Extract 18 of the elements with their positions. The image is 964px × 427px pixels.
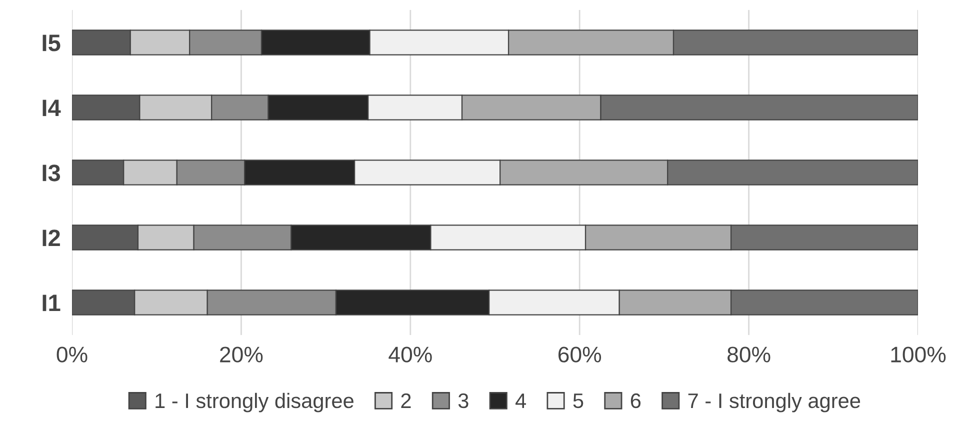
y-tick-label: I4 [42,100,61,116]
x-tick-label: 60% [558,346,602,362]
legend-label: 1 - I strongly disagree [156,392,354,412]
legend-label: 7 - I strongly agree [688,392,860,412]
legend-label: 3 [458,393,468,408]
y-tick-label: I1 [42,294,60,312]
x-tick-label: 20% [220,346,263,362]
y-tick-label: I5 [42,34,60,52]
legend-label: 4 [516,394,526,408]
x-tick-label: 80% [728,346,770,362]
legend-label: 2 [401,393,411,408]
legend-label: 5 [573,394,584,408]
y-tick-label: I2 [42,230,60,246]
y-tick-label: I3 [42,164,60,182]
legend-label: 6 [630,393,641,408]
x-tick-label: 100% [891,346,946,362]
x-tick-label: 40% [388,346,432,362]
x-tick-label: 0% [56,346,88,362]
